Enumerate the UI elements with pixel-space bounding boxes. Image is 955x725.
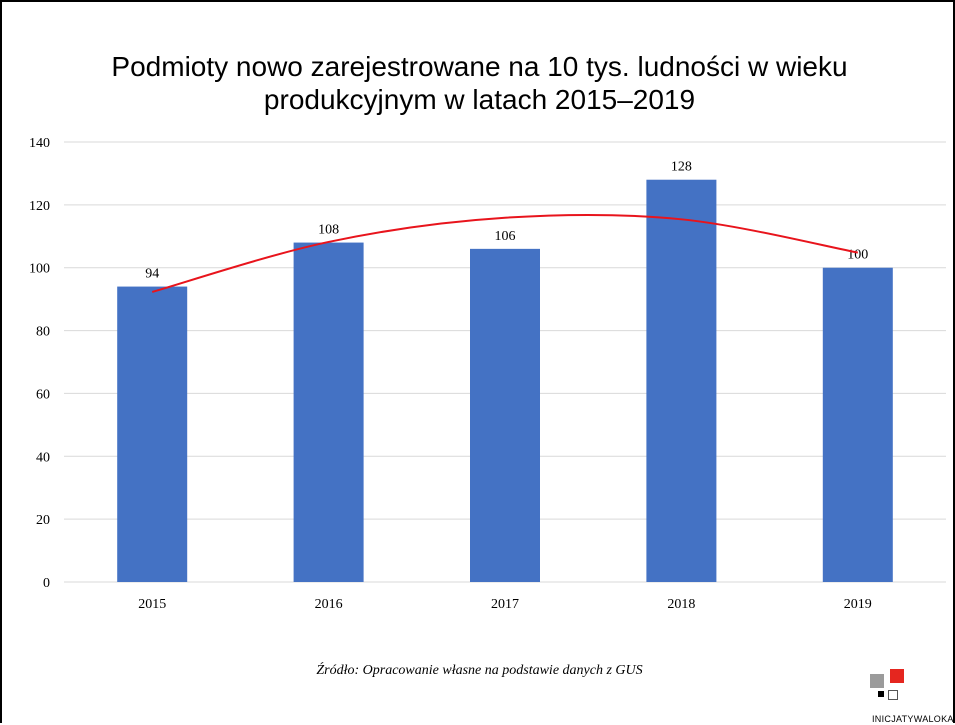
- data-label: 94: [145, 267, 159, 282]
- data-label: 100: [847, 248, 868, 263]
- y-tick-label: 120: [29, 199, 50, 214]
- chart-title: Podmioty nowo zarejestrowane na 10 tys. …: [62, 50, 897, 116]
- data-label: 128: [671, 160, 692, 175]
- logo-black-square: [878, 691, 884, 697]
- source-note: Źródło: Opracowanie własne na podstawie …: [316, 663, 643, 678]
- y-tick-label: 100: [29, 262, 50, 277]
- logo-white-square: [888, 690, 898, 700]
- bar: [646, 179, 717, 582]
- logo-gray-square: [870, 674, 884, 688]
- x-tick-label: 2015: [138, 597, 166, 612]
- x-tick-label: 2018: [667, 597, 695, 612]
- x-tick-label: 2019: [844, 597, 872, 612]
- y-tick-label: 140: [29, 136, 50, 151]
- logo-text: INICJATYWALOKALNA.PL: [872, 714, 955, 724]
- bar: [470, 248, 540, 582]
- x-tick-label: 2017: [491, 597, 519, 612]
- y-tick-label: 60: [36, 387, 50, 402]
- data-label: 108: [318, 223, 339, 238]
- bar-chart: 0 20 40 60 80 100 120 140 94 2015 108 2016 106 2017 12…: [29, 136, 946, 612]
- y-tick-label: 40: [36, 450, 50, 465]
- chart-title-line-1: Podmioty nowo zarejestrowane na 10 tys. …: [111, 51, 848, 82]
- bar: [293, 242, 364, 583]
- bar: [822, 267, 893, 582]
- data-label: 106: [495, 229, 516, 244]
- y-tick-label: 80: [36, 325, 50, 340]
- logo: INICJATYWALOKALNA.PL: [864, 669, 955, 725]
- y-tick-label: 0: [43, 576, 50, 591]
- trendline: [151, 213, 858, 293]
- chart-title-line-2: produkcyjnym w latach 2015–2019: [263, 84, 696, 115]
- y-tick-label: 20: [36, 513, 50, 528]
- logo-red-square: [890, 669, 904, 683]
- x-tick-label: 2016: [315, 597, 343, 612]
- bar: [117, 286, 188, 582]
